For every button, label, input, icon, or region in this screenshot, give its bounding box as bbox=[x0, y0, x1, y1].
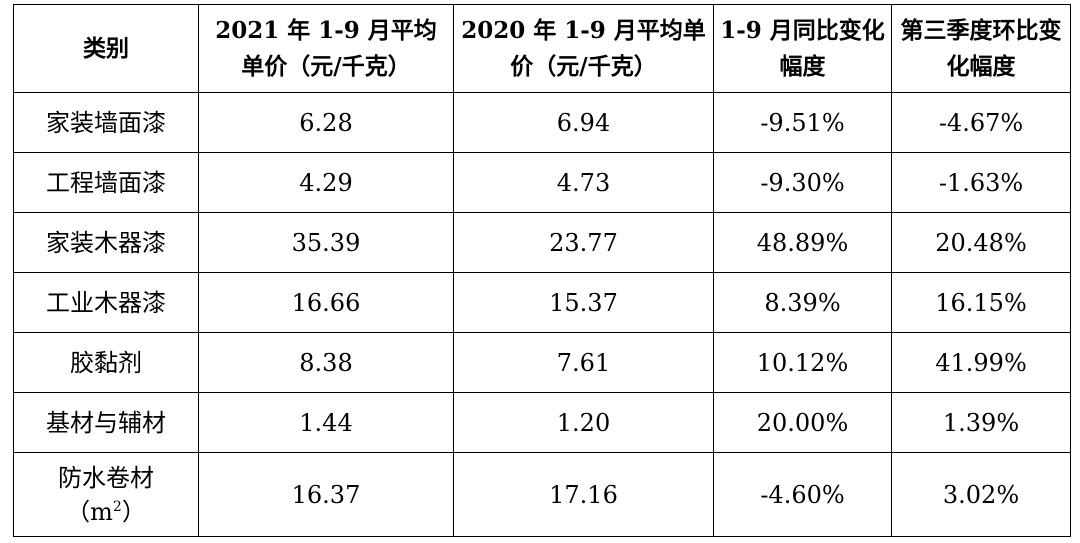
header-yoy-change: 1-9 月同比变化幅度 bbox=[713, 4, 892, 93]
header-qoq-change: 第三季度环比变化幅度 bbox=[891, 4, 1071, 93]
cell-price-2021: 35.39 bbox=[198, 212, 454, 273]
cell-qoq-change: 3.02% bbox=[891, 452, 1071, 537]
table-row: 工程墙面漆 4.29 4.73 -9.30% -1.63% bbox=[13, 152, 1071, 213]
unit-open: （m bbox=[66, 497, 113, 526]
cell-category: 工程墙面漆 bbox=[13, 152, 199, 213]
unit-close: ） bbox=[121, 497, 146, 526]
cell-category: 家装墙面漆 bbox=[13, 92, 199, 153]
cell-price-2020: 23.77 bbox=[453, 212, 714, 273]
header-price-2020: 2020 年 1-9 月平均单价（元/千克） bbox=[453, 4, 714, 93]
cell-price-2020: 15.37 bbox=[453, 272, 714, 333]
cell-category: 防水卷材 （m2） bbox=[13, 452, 199, 537]
header-category: 类别 bbox=[13, 4, 199, 93]
cell-price-2021: 16.37 bbox=[198, 452, 454, 537]
cell-qoq-change: 20.48% bbox=[891, 212, 1071, 273]
cell-price-2020: 4.73 bbox=[453, 152, 714, 213]
cell-category-unit: （m2） bbox=[20, 495, 192, 529]
cell-yoy-change: -9.30% bbox=[713, 152, 892, 213]
cell-category: 基材与辅材 bbox=[13, 392, 199, 453]
cell-price-2021: 8.38 bbox=[198, 332, 454, 393]
cell-qoq-change: 1.39% bbox=[891, 392, 1071, 453]
cell-category: 工业木器漆 bbox=[13, 272, 199, 333]
cell-yoy-change: -4.60% bbox=[713, 452, 892, 537]
table-row: 防水卷材 （m2） 16.37 17.16 -4.60% 3.02% bbox=[13, 452, 1071, 537]
cell-price-2020: 6.94 bbox=[453, 92, 714, 153]
cell-yoy-change: 8.39% bbox=[713, 272, 892, 333]
cell-yoy-change: 10.12% bbox=[713, 332, 892, 393]
cell-price-2020: 17.16 bbox=[453, 452, 714, 537]
cell-price-2021: 6.28 bbox=[198, 92, 454, 153]
cell-category-name: 防水卷材 bbox=[58, 463, 154, 492]
cell-yoy-change: 48.89% bbox=[713, 212, 892, 273]
cell-qoq-change: 41.99% bbox=[891, 332, 1071, 393]
unit-superscript: 2 bbox=[112, 498, 122, 515]
header-price-2021: 2021 年 1-9 月平均单价（元/千克） bbox=[198, 4, 454, 93]
cell-price-2020: 1.20 bbox=[453, 392, 714, 453]
cell-category: 胶黏剂 bbox=[13, 332, 199, 393]
table-row: 家装墙面漆 6.28 6.94 -9.51% -4.67% bbox=[13, 92, 1071, 153]
cell-yoy-change: -9.51% bbox=[713, 92, 892, 153]
table-row: 基材与辅材 1.44 1.20 20.00% 1.39% bbox=[13, 392, 1071, 453]
table-row: 工业木器漆 16.66 15.37 8.39% 16.15% bbox=[13, 272, 1071, 333]
cell-yoy-change: 20.00% bbox=[713, 392, 892, 453]
cell-qoq-change: 16.15% bbox=[891, 272, 1071, 333]
cell-qoq-change: -1.63% bbox=[891, 152, 1071, 213]
cell-price-2021: 16.66 bbox=[198, 272, 454, 333]
table-row: 胶黏剂 8.38 7.61 10.12% 41.99% bbox=[13, 332, 1071, 393]
table-header-row: 类别 2021 年 1-9 月平均单价（元/千克） 2020 年 1-9 月平均… bbox=[13, 4, 1071, 93]
cell-price-2021: 4.29 bbox=[198, 152, 454, 213]
price-comparison-table: 类别 2021 年 1-9 月平均单价（元/千克） 2020 年 1-9 月平均… bbox=[13, 4, 1071, 537]
cell-category: 家装木器漆 bbox=[13, 212, 199, 273]
cell-price-2020: 7.61 bbox=[453, 332, 714, 393]
cell-qoq-change: -4.67% bbox=[891, 92, 1071, 153]
table-row: 家装木器漆 35.39 23.77 48.89% 20.48% bbox=[13, 212, 1071, 273]
cell-price-2021: 1.44 bbox=[198, 392, 454, 453]
